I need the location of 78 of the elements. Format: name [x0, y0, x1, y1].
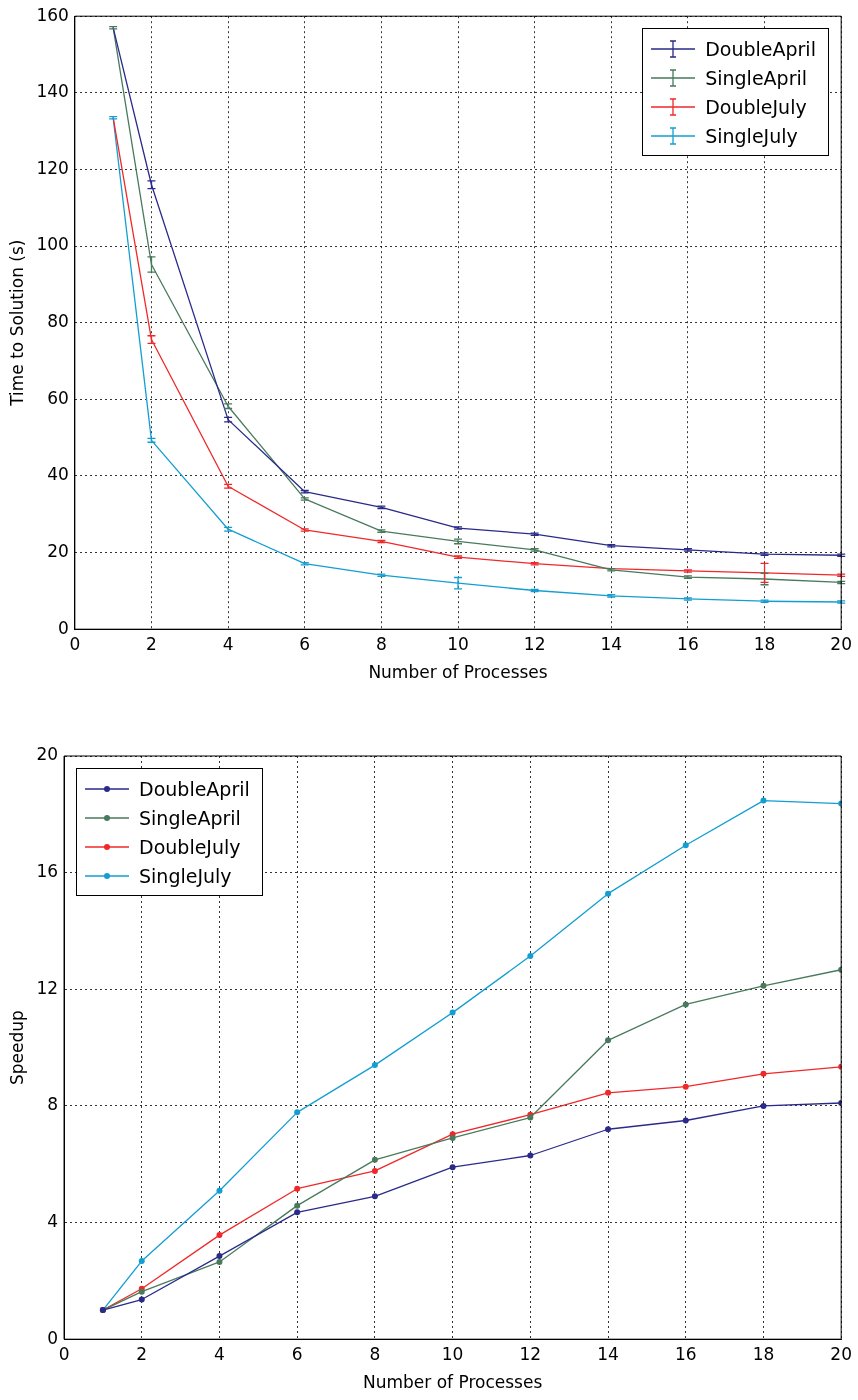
x-tick-label: 2: [136, 1343, 148, 1364]
x-tick-label: 12: [523, 633, 546, 654]
legend-label: DoubleApril: [705, 37, 816, 60]
y-tick-label: 0: [47, 1327, 59, 1348]
x-tick-label: 2: [146, 633, 157, 654]
point: [294, 1109, 301, 1116]
legend-label: DoubleApril: [139, 777, 250, 800]
x-tick-label: 8: [375, 633, 387, 654]
y-tick-label: 20: [36, 744, 59, 765]
x-tick-label: 14: [600, 633, 623, 654]
x-tick-label: 18: [752, 1343, 775, 1364]
y-tick-label: 4: [47, 1210, 59, 1231]
x-tick-label: 8: [369, 1343, 381, 1364]
point: [527, 1152, 534, 1159]
x-tick-label: 18: [753, 633, 776, 654]
legend-label: SingleJuly: [705, 124, 798, 147]
legend-label: SingleApril: [139, 806, 241, 829]
y-tick-label: 100: [36, 234, 69, 255]
point: [527, 953, 534, 960]
point: [449, 1164, 456, 1171]
point: [371, 1193, 378, 1200]
x-axis-title: Number of Processes: [362, 1372, 543, 1393]
point: [605, 1089, 612, 1096]
x-tick-label: 16: [677, 633, 699, 654]
point: [294, 1202, 301, 1209]
y-tick-label: 12: [36, 977, 59, 998]
x-tick-label: 6: [291, 1343, 303, 1364]
point: [682, 1117, 689, 1124]
point: [216, 1187, 223, 1194]
point: [760, 1102, 767, 1109]
point: [449, 1135, 456, 1141]
y-tick-label: 120: [36, 157, 69, 178]
legend-label: SingleApril: [705, 66, 808, 89]
point: [605, 1037, 612, 1044]
x-tick-label: 6: [299, 633, 311, 654]
point: [760, 982, 767, 989]
legend-label: DoubleJuly: [139, 835, 241, 858]
x-tick-label: 10: [447, 633, 469, 654]
point: [138, 1296, 145, 1303]
legend-label: SingleJuly: [139, 864, 232, 887]
x-tick-label: 12: [519, 1343, 542, 1364]
x-tick-label: 10: [441, 1343, 464, 1364]
point: [371, 1167, 378, 1174]
point: [449, 1009, 456, 1016]
x-tick-label: 4: [214, 1343, 225, 1364]
y-tick-label: 160: [36, 4, 69, 25]
y-tick-label: 20: [47, 541, 69, 561]
y-tick-label: 80: [47, 311, 69, 332]
point: [682, 1001, 689, 1008]
y-axis-title: Speedup: [6, 1010, 27, 1086]
point: [760, 797, 767, 804]
point: [216, 1232, 223, 1239]
x-tick-label: 20: [830, 1343, 852, 1364]
x-tick-label: 20: [830, 633, 852, 654]
point: [294, 1209, 301, 1216]
y-tick-label: 60: [47, 387, 69, 408]
y-tick-label: 16: [36, 861, 59, 882]
point: [760, 1070, 767, 1077]
point: [605, 890, 612, 897]
y-axis-title: Time to Solution (s): [6, 239, 27, 407]
point: [216, 1253, 223, 1260]
point: [605, 1126, 612, 1133]
y-tick-label: 140: [36, 81, 69, 102]
point: [371, 1062, 378, 1069]
x-tick-label: 4: [222, 633, 234, 654]
x-tick-label: 16: [674, 1343, 697, 1364]
point: [371, 1156, 378, 1163]
point: [682, 1083, 689, 1090]
x-tick-label: 14: [597, 1343, 619, 1364]
y-tick-label: 40: [47, 464, 69, 485]
point: [216, 1258, 223, 1265]
x-axis-title: Number of Processes: [368, 662, 548, 683]
point: [294, 1185, 301, 1192]
y-tick-label: 0: [58, 617, 69, 638]
legend-label: DoubleJuly: [705, 95, 807, 118]
point: [138, 1258, 145, 1265]
y-tick-label: 8: [47, 1094, 59, 1115]
point: [682, 842, 689, 849]
